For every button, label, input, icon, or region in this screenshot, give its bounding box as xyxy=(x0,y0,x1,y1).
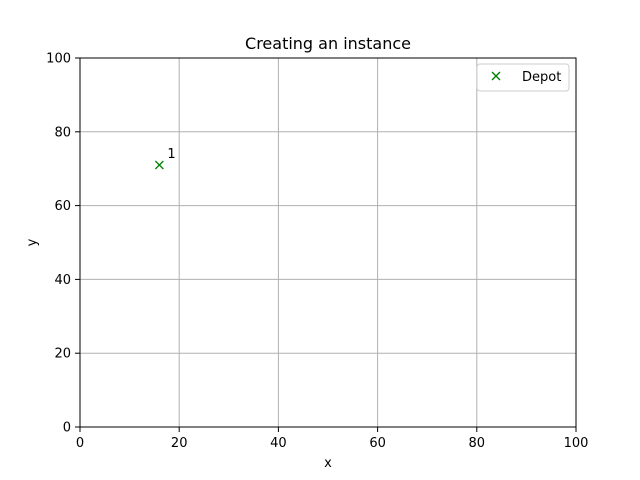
legend-entry-depot: Depot xyxy=(522,70,561,85)
y-axis-label: y xyxy=(25,238,40,246)
legend: Depot xyxy=(476,63,570,92)
data-points: 1 xyxy=(154,147,176,170)
x-tick-label: 80 xyxy=(469,436,486,451)
y-axis-ticks: 0 20 40 60 80 100 xyxy=(46,52,80,436)
x-axis-label: x xyxy=(324,456,332,471)
x-tick-label: 20 xyxy=(171,436,188,451)
y-tick-label: 0 xyxy=(63,421,71,436)
x-tick-label: 60 xyxy=(369,436,386,451)
plot-area-frame xyxy=(79,57,577,428)
y-tick-label: 60 xyxy=(54,199,71,214)
legend-box xyxy=(476,63,570,92)
x-tick-label: 100 xyxy=(564,436,589,451)
chart-title: Creating an instance xyxy=(245,34,411,53)
depot-point xyxy=(154,160,164,170)
marker-stroke xyxy=(491,71,501,81)
y-tick-label: 80 xyxy=(54,125,71,140)
x-axis-ticks: 0 20 40 60 80 100 xyxy=(76,427,589,451)
grid-lines xyxy=(79,57,577,428)
point-label: 1 xyxy=(167,147,175,162)
x-tick-label: 40 xyxy=(270,436,287,451)
legend-x-marker-icon xyxy=(491,71,501,81)
legend-marker-glyph xyxy=(491,71,501,81)
y-tick-label: 20 xyxy=(54,347,71,362)
y-tick-label: 100 xyxy=(46,52,71,67)
y-tick-label: 40 xyxy=(54,273,71,288)
x-tick-label: 0 xyxy=(76,436,84,451)
marker-stroke xyxy=(154,160,164,170)
